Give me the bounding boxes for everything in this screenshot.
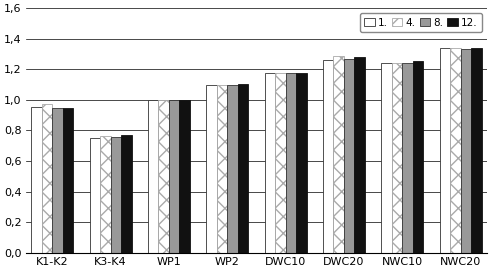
Bar: [110, 137, 121, 253]
Bar: [159, 100, 169, 253]
Bar: [471, 48, 482, 253]
Bar: [461, 49, 471, 253]
Bar: [121, 134, 132, 253]
Legend: 1., 4., 8., 12.: 1., 4., 8., 12.: [360, 13, 482, 32]
Bar: [450, 48, 461, 253]
Bar: [439, 48, 450, 253]
Bar: [333, 56, 344, 253]
Bar: [179, 100, 190, 253]
Bar: [31, 108, 42, 253]
Bar: [63, 108, 73, 253]
Bar: [265, 73, 275, 253]
Bar: [100, 136, 110, 253]
Bar: [238, 84, 248, 253]
Bar: [52, 108, 63, 253]
Bar: [148, 100, 159, 253]
Bar: [42, 104, 52, 253]
Bar: [344, 59, 355, 253]
Bar: [227, 85, 238, 253]
Bar: [206, 85, 217, 253]
Bar: [323, 60, 333, 253]
Bar: [286, 73, 296, 253]
Bar: [413, 61, 423, 253]
Bar: [275, 73, 286, 253]
Bar: [296, 73, 306, 253]
Bar: [381, 63, 392, 253]
Bar: [89, 138, 100, 253]
Bar: [217, 85, 227, 253]
Bar: [169, 100, 179, 253]
Bar: [392, 63, 402, 253]
Bar: [355, 57, 365, 253]
Bar: [402, 63, 413, 253]
